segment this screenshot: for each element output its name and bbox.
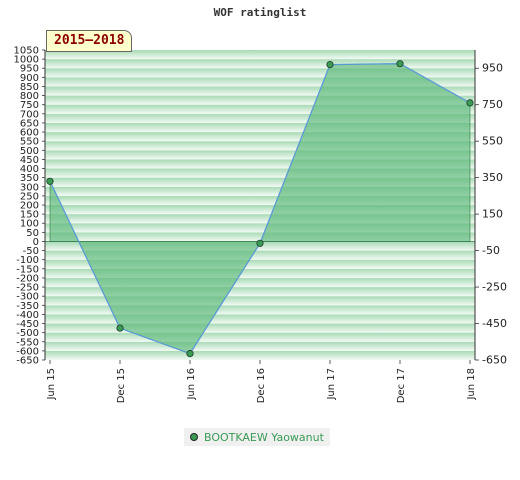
chart-title: WOF ratinglist xyxy=(213,6,307,19)
y-left-tick-label: 750 xyxy=(20,100,39,111)
grid-band xyxy=(45,205,475,215)
y-left-tick-label: 550 xyxy=(20,137,39,148)
grid-band xyxy=(45,168,475,178)
y-left-tick-label: -400 xyxy=(16,310,39,321)
y-right-tick-label: 350 xyxy=(482,171,503,184)
grid-band xyxy=(45,77,475,87)
y-left-tick-label: 1050 xyxy=(14,46,39,57)
grid-band xyxy=(45,268,475,278)
y-left-tick-label: -250 xyxy=(16,283,39,294)
data-point xyxy=(46,177,54,185)
data-point xyxy=(396,60,404,68)
data-point xyxy=(256,239,264,247)
grid-band xyxy=(45,250,475,260)
grid-band xyxy=(45,59,475,69)
grid-band xyxy=(45,177,475,187)
y-left-tick-label: -300 xyxy=(16,292,39,303)
y-left-tick-label: 350 xyxy=(20,173,39,184)
grid-band xyxy=(45,132,475,142)
grid-band xyxy=(45,223,475,233)
grid-band xyxy=(45,350,475,360)
y-left-tick-label: -650 xyxy=(16,356,39,367)
grid-band xyxy=(45,323,475,333)
y-left-tick-label: 50 xyxy=(26,228,39,239)
data-point xyxy=(326,60,334,69)
y-right-tick-label: 750 xyxy=(482,98,503,111)
grid-band xyxy=(45,341,475,351)
grid-band xyxy=(45,195,475,205)
y-left-tick-label: -600 xyxy=(16,346,39,357)
grid-band xyxy=(45,232,475,242)
y-left-tick-label: -550 xyxy=(16,337,39,348)
y-left-tick-label: -450 xyxy=(16,319,39,330)
grid-band xyxy=(45,104,475,114)
y-left-tick-label: -100 xyxy=(16,255,39,266)
y-left-tick-label: 700 xyxy=(20,109,39,120)
data-point xyxy=(116,324,124,332)
grid-band xyxy=(45,332,475,342)
grid-band xyxy=(45,122,475,133)
data-point xyxy=(186,350,194,358)
y-left-tick-label: -150 xyxy=(16,264,39,275)
grid-band xyxy=(45,141,475,151)
legend-label: BOOTKAEW Yaowanut xyxy=(204,430,324,444)
grid-band xyxy=(45,86,475,96)
x-tick-label: Dec 16 xyxy=(256,368,267,403)
y-left-tick-label: 650 xyxy=(20,118,39,129)
y-left-tick-label: 950 xyxy=(20,64,39,75)
x-tick-label: Dec 15 xyxy=(116,368,127,403)
y-right-tick-label: -250 xyxy=(482,281,507,294)
y-left-tick-label: 0 xyxy=(33,237,39,248)
grid-band xyxy=(45,95,475,105)
y-left-tick-label: 150 xyxy=(20,210,39,221)
y-left-tick-label: 850 xyxy=(20,82,39,93)
y-right-tick-label: -450 xyxy=(482,317,507,330)
legend[interactable]: BOOTKAEW Yaowanut xyxy=(184,428,330,446)
y-left-tick-label: 100 xyxy=(20,219,39,230)
grid-band xyxy=(45,150,475,160)
y-left-tick-label: -50 xyxy=(23,246,39,257)
grid-band xyxy=(45,113,475,123)
y-left-tick-label: 250 xyxy=(20,191,39,202)
y-left-tick-label: 450 xyxy=(20,155,39,166)
grid-band xyxy=(45,186,475,196)
y-left-tick-label: 800 xyxy=(20,91,39,102)
grid-band xyxy=(45,287,475,297)
y-left-tick-label: 200 xyxy=(20,201,39,212)
grid-band xyxy=(45,259,475,269)
grid-band xyxy=(45,50,475,60)
y-left-tick-label: 1000 xyxy=(14,55,39,66)
y-left-tick-label: -200 xyxy=(16,273,39,284)
y-right-tick-label: 950 xyxy=(482,62,503,75)
y-right-tick-label: 150 xyxy=(482,208,503,221)
y-right-tick-label: -650 xyxy=(482,354,507,367)
legend-marker xyxy=(190,433,198,441)
y-left-tick-label: 500 xyxy=(20,146,39,157)
y-right-tick-label: 550 xyxy=(482,135,503,148)
y-left-tick-label: -500 xyxy=(16,328,39,339)
y-left-tick-label: 600 xyxy=(20,128,39,139)
grid-band xyxy=(45,159,475,169)
grid-band xyxy=(45,214,475,224)
x-tick-label: Dec 17 xyxy=(396,368,407,403)
x-tick-label: Jun 16 xyxy=(186,368,197,401)
grid-band xyxy=(45,277,475,288)
grid-band xyxy=(45,68,475,78)
x-tick-label: Jun 18 xyxy=(466,368,477,401)
grid-band xyxy=(45,296,475,306)
y-right-tick-label: -50 xyxy=(482,244,500,257)
grid-band xyxy=(45,305,475,315)
x-tick-label: Jun 15 xyxy=(46,368,57,401)
y-left-tick-label: 900 xyxy=(20,73,39,84)
y-left-tick-label: -350 xyxy=(16,301,39,312)
y-left-tick-label: 400 xyxy=(20,164,39,175)
x-tick-label: Jun 17 xyxy=(326,368,337,401)
y-left-tick-label: 300 xyxy=(20,182,39,193)
period-badge: 2015–2018 xyxy=(46,30,133,52)
grid-band xyxy=(45,314,475,324)
data-point xyxy=(466,99,474,107)
